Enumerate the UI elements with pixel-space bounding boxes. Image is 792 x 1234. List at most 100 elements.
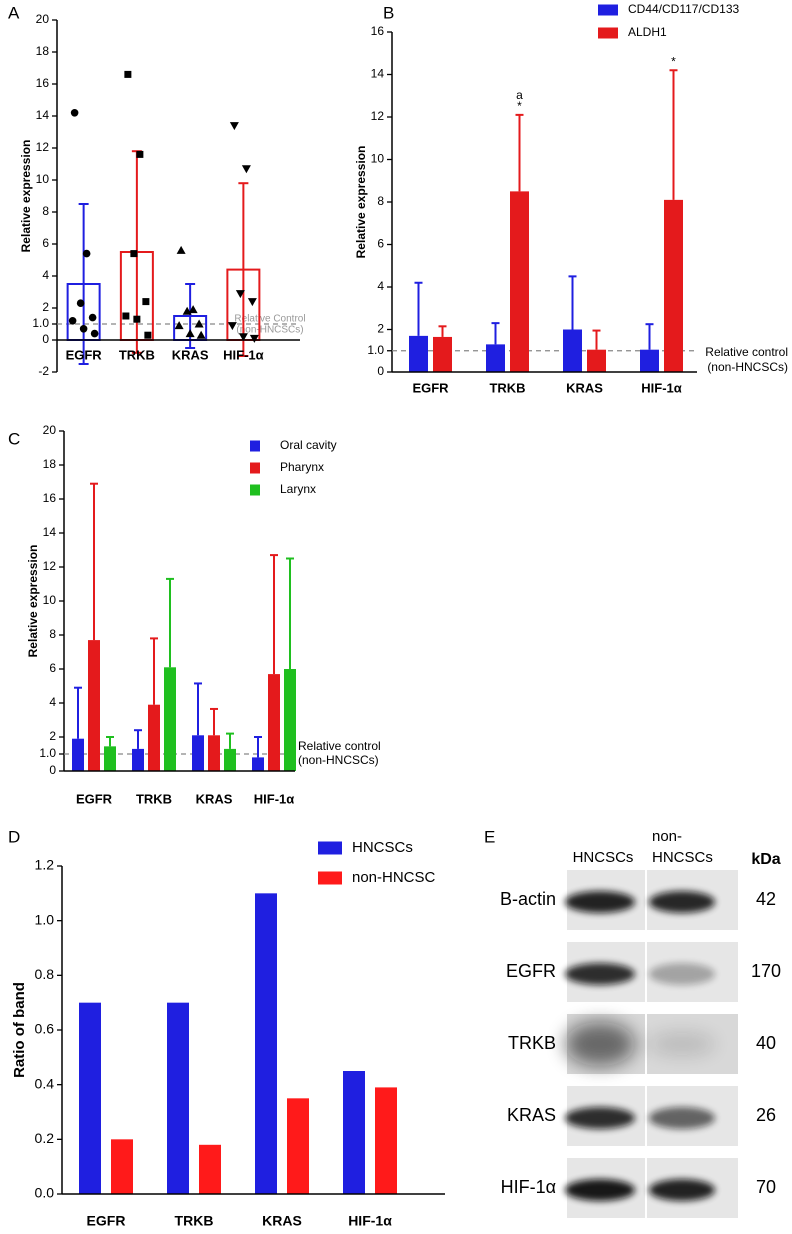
bar (192, 735, 204, 771)
x-tick-label: KRAS (262, 1213, 302, 1229)
row-kda: 42 (756, 889, 776, 909)
data-point (70, 109, 79, 117)
y-tick-label: 6 (49, 661, 56, 675)
data-point (176, 245, 186, 254)
y-tick-label: 0.2 (35, 1130, 55, 1146)
column-header: HNCSCs (573, 849, 634, 866)
legend-swatch (598, 4, 618, 16)
y-tick-label: 14 (36, 108, 50, 122)
error-bar (238, 182, 249, 357)
y-tick-label: 14 (43, 525, 57, 539)
data-point (76, 299, 85, 308)
error-bar (210, 707, 218, 736)
row-kda: 170 (751, 961, 781, 981)
panel-label: D (8, 827, 20, 846)
y-tick-label: 12 (371, 109, 385, 123)
data-point (79, 325, 88, 333)
y-tick-label: 4 (42, 268, 49, 282)
unit-header: kDa (751, 851, 780, 868)
legend-swatch (250, 484, 260, 496)
blot-band (565, 1107, 635, 1129)
y-tick-label: 0.6 (35, 1021, 55, 1037)
data-point (235, 290, 245, 299)
row-label: KRAS (507, 1105, 556, 1125)
legend-swatch (318, 841, 342, 855)
blot-band (565, 1022, 635, 1066)
y-tick-label: 8 (49, 627, 56, 641)
legend-label: ALDH1 (628, 25, 667, 39)
bar (132, 748, 144, 771)
y-tick-label: 16 (43, 491, 57, 505)
data-point (227, 322, 237, 331)
data-point (229, 122, 239, 131)
bar (199, 1144, 221, 1194)
x-tick-label: KRAS (172, 347, 209, 362)
annotation: a (516, 88, 523, 102)
data-point (142, 298, 150, 306)
y-tick-label: 8 (377, 194, 384, 208)
x-tick-label: TRKB (119, 347, 155, 362)
y-tick-label: 20 (36, 12, 50, 26)
data-point (238, 333, 248, 342)
x-tick-label: TRKB (136, 791, 172, 806)
x-tick-label: EGFR (66, 347, 103, 362)
data-point (247, 298, 257, 307)
error-bar (194, 682, 202, 736)
x-tick-label: TRKB (489, 380, 525, 395)
error-bar (134, 729, 142, 749)
y-tick-label: 0 (42, 332, 49, 346)
y-tick-label: 1.0 (367, 343, 384, 357)
data-point (122, 312, 130, 320)
legend-label: Oral cavity (280, 438, 337, 452)
bar (433, 336, 452, 372)
reference-label: Relative Control (234, 314, 305, 325)
column-header: HNCSCs (652, 849, 713, 866)
blot-band (649, 1179, 715, 1201)
legend-label: Larynx (280, 482, 316, 496)
bar (287, 1098, 309, 1194)
panel-label: E (484, 827, 495, 846)
reference-label: (non-HNCSCs) (298, 753, 379, 767)
y-tick-label: 18 (43, 457, 57, 471)
panel-label: B (383, 3, 394, 22)
y-tick-label: 0 (377, 364, 384, 378)
error-bar (414, 281, 423, 336)
data-point (249, 334, 259, 343)
y-tick-label: 12 (43, 559, 57, 573)
blot-band (649, 963, 715, 985)
bar (375, 1087, 397, 1194)
error-bar (90, 482, 98, 641)
x-tick-label: EGFR (412, 380, 449, 395)
error-bar (78, 203, 89, 365)
y-tick-label: 16 (371, 24, 385, 38)
data-point (68, 317, 77, 325)
y-axis-label: Relative expression (26, 545, 40, 658)
error-bar (491, 322, 500, 345)
error-bar (150, 637, 158, 705)
data-point (133, 315, 141, 323)
error-bar (438, 325, 447, 337)
x-tick-label: HIF-1α (641, 380, 682, 395)
blot-band (565, 1179, 635, 1201)
data-point (136, 150, 144, 158)
y-tick-label: 0.0 (35, 1185, 55, 1201)
panel-label: A (8, 3, 20, 22)
data-point (82, 249, 91, 258)
data-point (194, 319, 204, 328)
error-bar (106, 736, 114, 747)
error-bar (645, 323, 654, 350)
row-label: HIF-1α (501, 1177, 556, 1197)
bar (79, 1002, 101, 1194)
y-tick-label: 12 (36, 140, 50, 154)
y-tick-label: 14 (371, 67, 385, 81)
y-tick-label: 2 (377, 322, 384, 336)
bar (284, 669, 296, 771)
bar (208, 735, 220, 771)
y-tick-label: 2 (42, 300, 49, 314)
x-tick-label: EGFR (76, 791, 113, 806)
panel-label: C (8, 429, 20, 448)
bar (563, 329, 582, 372)
row-label: B-actin (500, 889, 556, 909)
bar (255, 893, 277, 1194)
error-bar (74, 686, 82, 739)
